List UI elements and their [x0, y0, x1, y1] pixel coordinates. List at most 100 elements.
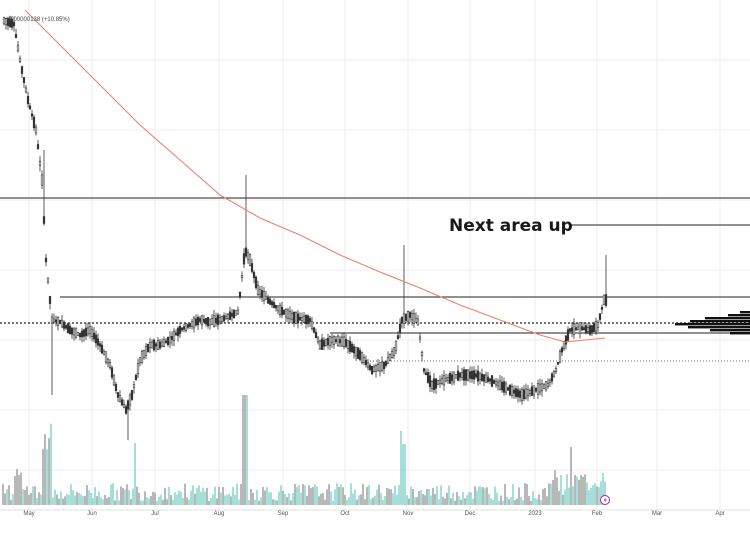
x-tick-label: Aug	[214, 511, 225, 517]
candle-body	[548, 379, 552, 383]
volume-bar	[26, 486, 28, 505]
volume-bar	[76, 492, 78, 505]
volume-bar	[536, 498, 538, 505]
candle-body	[166, 336, 170, 346]
event-marker[interactable]	[600, 495, 610, 505]
volume-bar	[602, 473, 604, 505]
x-tick-label: Feb	[592, 511, 603, 517]
candle-body	[240, 275, 244, 279]
volume-bar	[150, 496, 152, 505]
candle-body	[442, 375, 446, 386]
candle-body	[280, 306, 284, 316]
candle-body	[332, 335, 336, 345]
volume-bar	[46, 449, 48, 505]
candle-body	[374, 365, 378, 372]
candle-body	[36, 144, 40, 150]
volume-bar	[106, 498, 108, 505]
candle-body	[118, 395, 122, 403]
candle-body	[574, 327, 578, 331]
candle-body	[314, 331, 318, 339]
profile-bar-3	[690, 320, 750, 323]
volume-bar	[184, 483, 186, 505]
candle-body	[424, 372, 428, 376]
volume-bar	[344, 494, 346, 505]
candle-body	[400, 316, 404, 324]
candle-body	[110, 367, 114, 378]
candle-body	[358, 350, 362, 360]
candle-body	[146, 343, 150, 353]
volume-bar	[48, 438, 50, 505]
volume-bar	[568, 487, 570, 505]
volume-bar	[364, 499, 366, 505]
candle-body	[64, 325, 68, 329]
candle-body	[224, 316, 228, 319]
candle-body	[288, 311, 292, 320]
candle-body	[366, 362, 370, 368]
volume-bar	[604, 481, 606, 505]
volume-bar	[504, 483, 506, 505]
volume-bar	[114, 500, 116, 505]
candle-body	[356, 347, 360, 359]
volume-bar	[546, 496, 548, 505]
candle-body	[444, 377, 448, 382]
candle-body	[276, 305, 280, 312]
volume-bar	[170, 495, 172, 505]
volume-bar	[160, 494, 162, 505]
candle-body	[568, 328, 572, 332]
candle-body	[278, 304, 282, 316]
volume-bar	[396, 494, 398, 505]
candle-body	[164, 340, 168, 344]
candle-body	[198, 318, 202, 322]
candle-body	[140, 351, 144, 363]
x-tick-label: Jul	[151, 511, 159, 517]
volume-bar	[494, 486, 496, 505]
volume-bar	[420, 490, 422, 505]
candle-body	[128, 394, 132, 406]
candle-body	[462, 369, 466, 381]
volume-bar	[586, 482, 588, 505]
candle-body	[24, 87, 28, 93]
candle-body	[186, 324, 190, 328]
candle-body	[514, 388, 518, 397]
candle-body	[46, 277, 50, 283]
candle-body	[384, 361, 388, 366]
volume-bar	[134, 443, 136, 505]
candle-body	[6, 18, 10, 26]
volume-bar	[88, 490, 90, 505]
candle-body	[372, 366, 376, 372]
candle-body	[34, 126, 38, 134]
volume-bar	[592, 485, 594, 505]
candle-body	[386, 356, 390, 365]
volume-bar	[444, 498, 446, 505]
volume-bar	[308, 485, 310, 505]
volume-bar	[238, 499, 240, 505]
volume-bar	[314, 484, 316, 505]
volume-bar	[598, 487, 600, 505]
volume-bar	[22, 489, 24, 505]
candle-body	[226, 314, 230, 319]
volume-bar	[122, 487, 124, 505]
volume-bar	[104, 494, 106, 505]
candle-body	[264, 296, 268, 300]
candle-body	[216, 314, 220, 326]
candle-body	[598, 313, 602, 320]
candle-body	[456, 370, 460, 381]
candle-body	[474, 373, 478, 378]
volume-bar	[288, 493, 290, 505]
candle-body	[42, 216, 46, 224]
candle-body	[194, 318, 198, 326]
x-tick-label: Jun	[87, 511, 97, 517]
candle-body	[68, 325, 72, 335]
profile-bar-5	[688, 326, 750, 329]
volume-bar	[34, 486, 36, 505]
candle-body	[434, 378, 438, 389]
volume-bar	[414, 497, 416, 505]
volume-bar	[148, 498, 150, 505]
volume-bar	[2, 484, 4, 505]
candle-body	[142, 350, 146, 358]
candle-body	[506, 387, 510, 391]
volume-bar	[60, 491, 62, 505]
volume-bar	[368, 484, 370, 505]
volume-bar	[262, 486, 264, 505]
